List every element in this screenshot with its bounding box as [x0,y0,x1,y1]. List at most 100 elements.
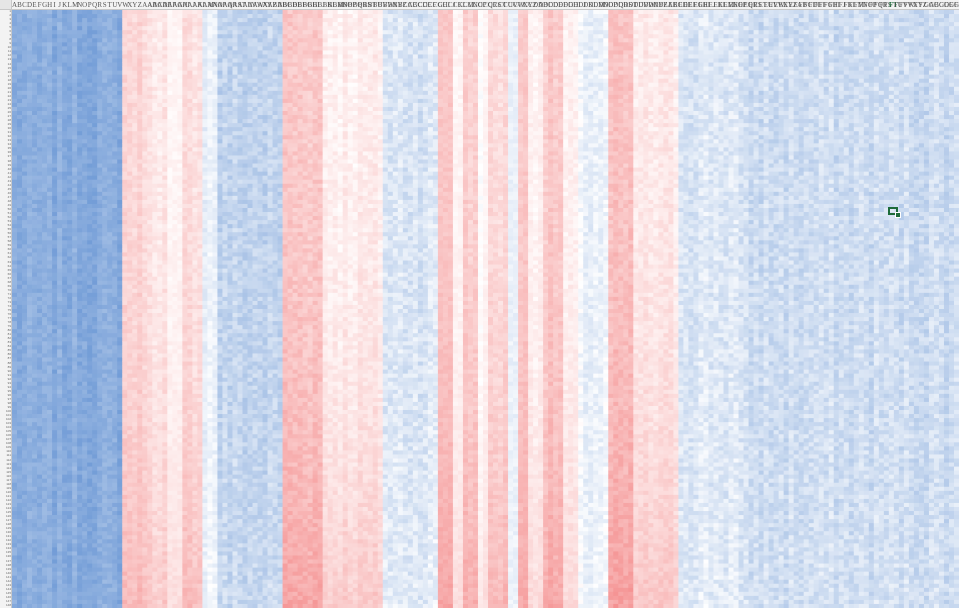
cell[interactable] [32,523,38,528]
cell[interactable] [112,454,118,459]
cell[interactable] [37,288,43,294]
cell[interactable] [57,498,63,504]
cell[interactable] [32,304,38,310]
cell[interactable] [27,595,33,601]
cell[interactable] [112,78,118,84]
cell[interactable] [42,527,48,532]
cell[interactable] [32,135,38,140]
cell[interactable] [72,523,78,528]
cell[interactable] [137,183,143,189]
cell[interactable] [117,139,123,144]
cell[interactable] [77,224,83,229]
cell[interactable] [82,163,88,168]
cell[interactable] [17,203,23,209]
cell[interactable] [127,466,133,472]
cell[interactable] [52,131,58,136]
cell[interactable] [12,220,18,225]
cell[interactable] [62,470,68,476]
cell[interactable] [47,70,53,76]
cell[interactable] [117,515,123,520]
cell[interactable] [97,373,103,379]
cell[interactable] [87,527,93,532]
cell[interactable] [152,42,158,47]
cell[interactable] [52,511,58,516]
row-header[interactable]: 80 [0,329,11,333]
cell[interactable] [102,337,108,342]
cell[interactable] [77,115,83,120]
cell[interactable] [87,155,93,160]
cell[interactable] [32,284,38,290]
cell[interactable] [97,333,103,338]
cell[interactable] [52,551,58,556]
cell[interactable] [82,22,88,27]
cell[interactable] [102,191,108,197]
cell[interactable] [107,519,113,524]
cell[interactable] [72,317,78,322]
cell[interactable] [107,325,113,330]
cell[interactable] [72,82,78,88]
cell[interactable] [47,171,53,177]
cell[interactable] [42,599,48,605]
cell[interactable] [132,365,138,371]
cell[interactable] [87,599,93,605]
cell[interactable] [32,595,38,601]
cell[interactable] [152,357,158,362]
cell[interactable] [12,131,18,136]
cell[interactable] [92,422,98,427]
cell[interactable] [77,478,83,484]
cell[interactable] [167,248,173,253]
column-header[interactable]: AI [182,1,189,9]
cell[interactable] [132,579,138,585]
cell[interactable] [167,179,173,185]
cell[interactable] [147,422,153,427]
cell[interactable] [147,401,153,407]
cell[interactable] [142,357,148,362]
cell[interactable] [157,212,163,217]
column-header[interactable]: CD [418,1,428,9]
cell[interactable] [142,22,148,27]
cell[interactable] [72,422,78,427]
cell[interactable] [37,426,43,431]
cell[interactable] [147,377,153,383]
cell[interactable] [97,579,103,585]
cell[interactable] [37,353,43,358]
cell[interactable] [162,438,168,443]
cell[interactable] [122,401,128,407]
cell[interactable] [17,442,23,447]
column-header[interactable]: BF [298,1,307,9]
cell[interactable] [157,547,163,552]
cell[interactable] [67,341,73,346]
cell[interactable] [157,26,163,31]
cell[interactable] [97,385,103,391]
cell[interactable] [167,207,173,213]
cell[interactable] [147,300,153,306]
cell[interactable] [122,535,128,540]
cell[interactable] [57,98,63,104]
cell[interactable] [32,490,38,496]
cell[interactable] [147,70,153,76]
cell[interactable] [97,567,103,573]
cell[interactable] [142,131,148,136]
row-header[interactable]: 1 [0,10,11,14]
cell[interactable] [32,434,38,439]
cell[interactable] [77,502,83,508]
cell[interactable] [67,430,73,435]
cell[interactable] [167,212,173,217]
cell[interactable] [92,321,98,326]
cell[interactable] [77,127,83,132]
cell[interactable] [92,42,98,47]
cell[interactable] [122,551,128,556]
cell[interactable] [47,98,53,104]
cell[interactable] [57,151,63,156]
cell[interactable] [32,446,38,451]
cell[interactable] [142,498,148,504]
cell[interactable] [127,490,133,496]
column-header[interactable]: B [17,1,22,9]
cell[interactable] [92,111,98,116]
cell[interactable] [72,135,78,140]
cell[interactable] [37,74,43,80]
cell[interactable] [12,498,18,504]
cell[interactable] [42,535,48,540]
cell[interactable] [17,353,23,358]
cell[interactable] [132,102,138,108]
